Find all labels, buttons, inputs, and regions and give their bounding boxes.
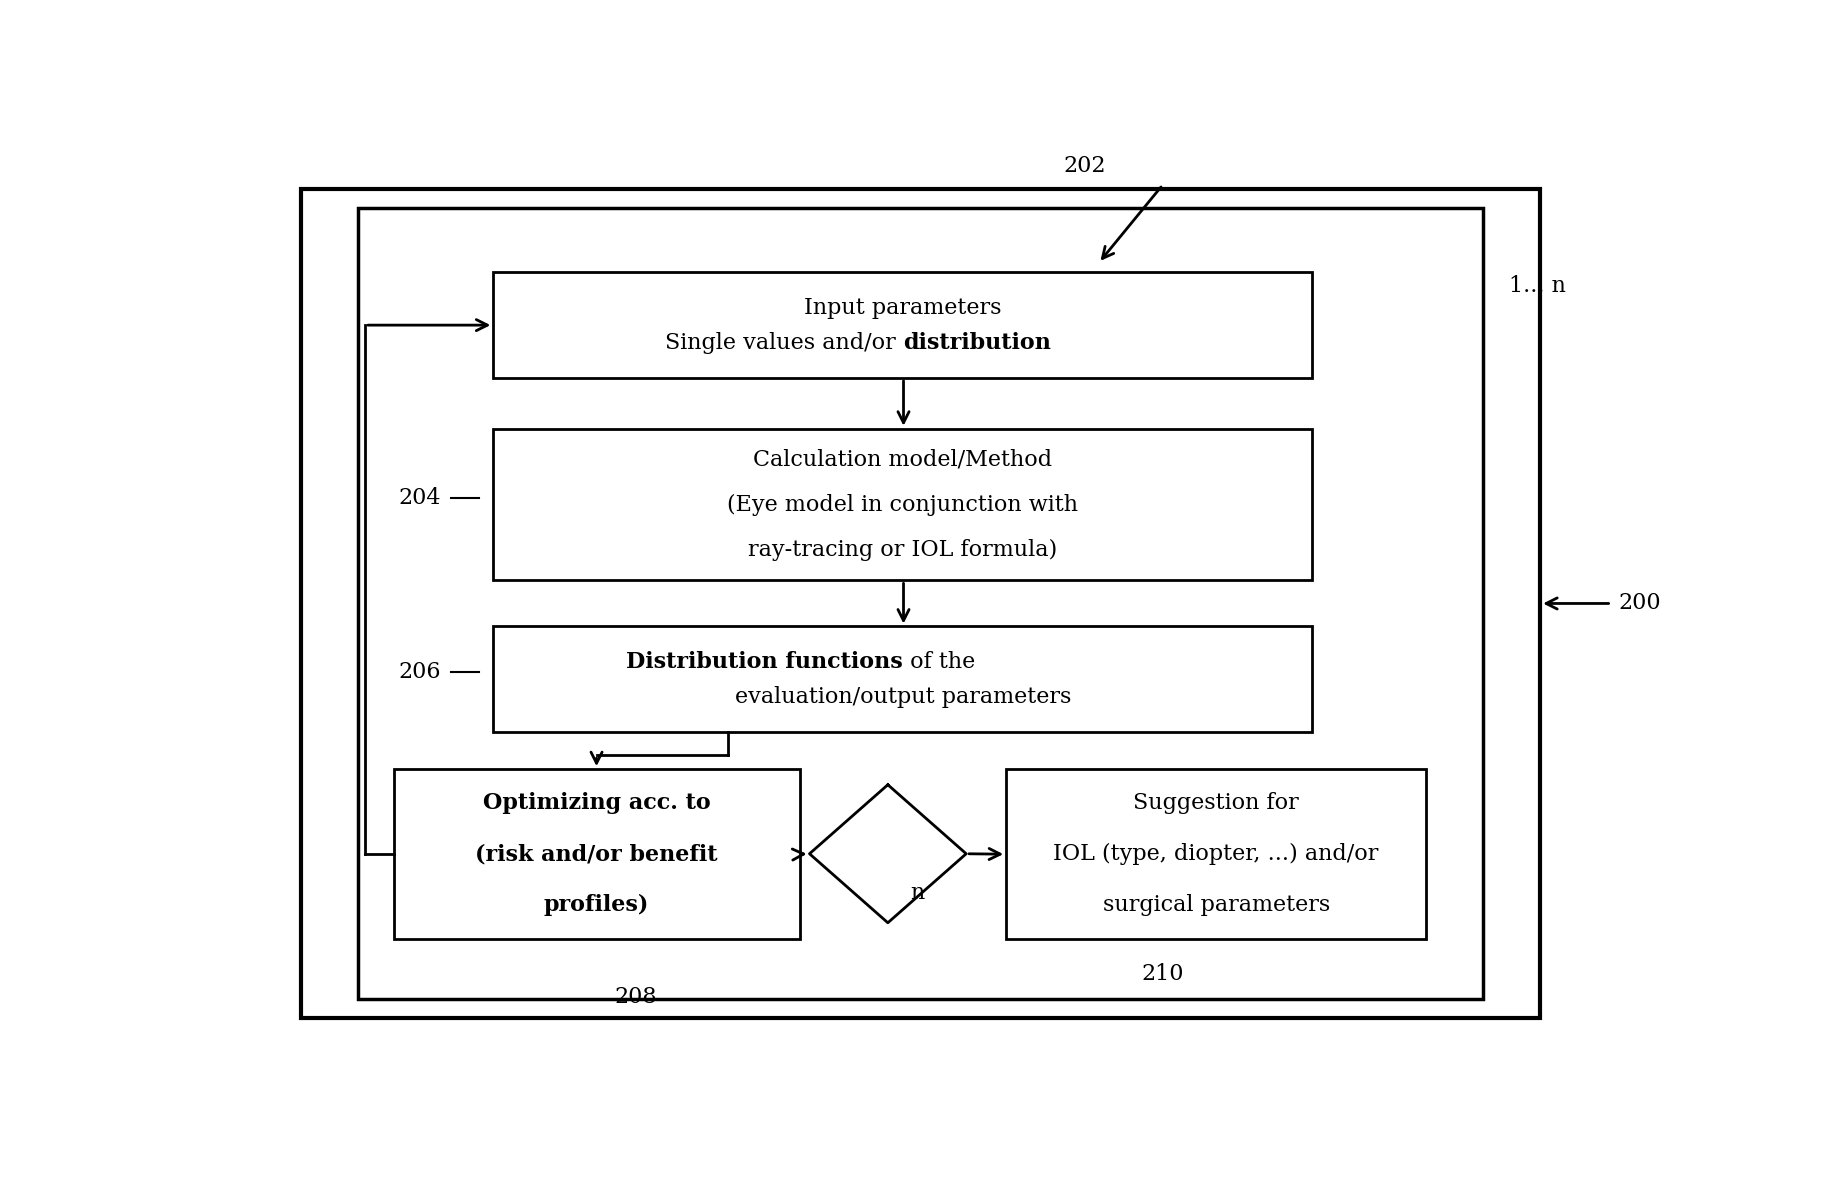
Text: of the: of the <box>902 651 974 673</box>
Text: profiles): profiles) <box>544 894 649 917</box>
Text: Calculation model/Method: Calculation model/Method <box>754 448 1053 470</box>
Text: Single values and/or: Single values and/or <box>665 331 902 354</box>
Text: Optimizing acc. to: Optimizing acc. to <box>483 792 711 814</box>
Text: 202: 202 <box>1062 155 1106 177</box>
Text: 204: 204 <box>399 486 441 509</box>
FancyBboxPatch shape <box>493 272 1312 378</box>
FancyBboxPatch shape <box>493 626 1312 733</box>
Text: 210: 210 <box>1141 963 1184 986</box>
FancyBboxPatch shape <box>358 208 1483 999</box>
Text: (Eye model in conjunction with: (Eye model in conjunction with <box>728 494 1079 515</box>
Text: distribution: distribution <box>902 331 1051 354</box>
Text: 206: 206 <box>399 662 441 684</box>
FancyBboxPatch shape <box>493 429 1312 581</box>
Text: evaluation/output parameters: evaluation/output parameters <box>735 686 1072 707</box>
Text: surgical parameters: surgical parameters <box>1103 894 1331 917</box>
FancyBboxPatch shape <box>393 770 800 939</box>
FancyBboxPatch shape <box>301 190 1540 1018</box>
Text: 1... n: 1... n <box>1509 275 1566 298</box>
Text: 200: 200 <box>1619 593 1662 614</box>
Text: 208: 208 <box>614 986 656 1009</box>
Text: (risk and/or benefit: (risk and/or benefit <box>476 844 719 865</box>
Text: Suggestion for: Suggestion for <box>1134 792 1299 814</box>
FancyBboxPatch shape <box>1005 770 1426 939</box>
Text: n: n <box>910 882 925 905</box>
Polygon shape <box>809 785 967 923</box>
Text: IOL (type, diopter, ...) and/or: IOL (type, diopter, ...) and/or <box>1053 844 1378 865</box>
Text: Distribution functions: Distribution functions <box>627 651 902 673</box>
Text: Input parameters: Input parameters <box>803 296 1002 319</box>
Text: ray-tracing or IOL formula): ray-tracing or IOL formula) <box>748 539 1057 562</box>
